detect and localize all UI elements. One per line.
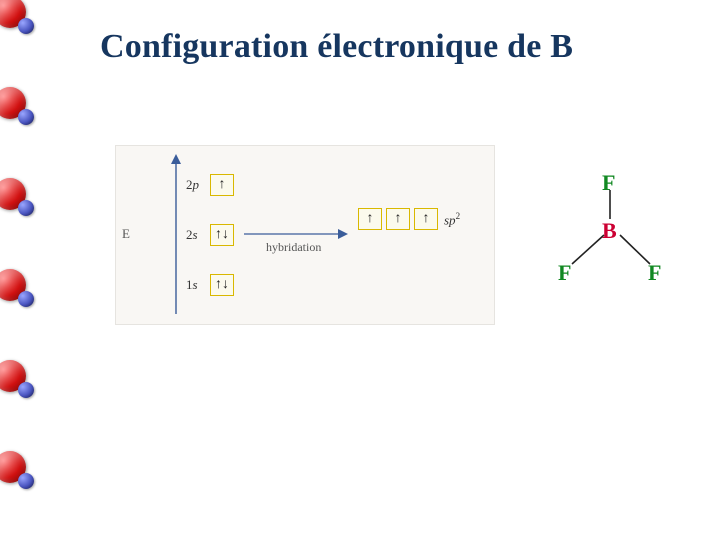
bf3-atom-f-top: F — [602, 170, 615, 196]
bf3-atom-f-left: F — [558, 260, 571, 286]
molecule-bullet-icon — [0, 267, 40, 313]
page-title: Configuration électronique de B — [100, 28, 573, 66]
molecule-bullet-icon — [0, 0, 40, 40]
energy-diagram: E 2p↑2s↑↓1s↑↓sp2↑↑↑ hybridation — [115, 145, 495, 325]
bf3-atom-f-right: F — [648, 260, 661, 286]
bf3-atom-b-center: B — [602, 218, 617, 244]
hybridization-label: hybridation — [266, 240, 321, 255]
molecule-bullet-icon — [0, 176, 40, 222]
bf3-molecule: F B F F — [550, 170, 670, 290]
molecule-bullet-icon — [0, 358, 40, 404]
hybridization-arrow — [116, 146, 496, 326]
molecule-bullet-icon — [0, 85, 40, 131]
molecule-bullet-icon — [0, 449, 40, 495]
title-text: Configuration électronique de B — [100, 28, 573, 65]
